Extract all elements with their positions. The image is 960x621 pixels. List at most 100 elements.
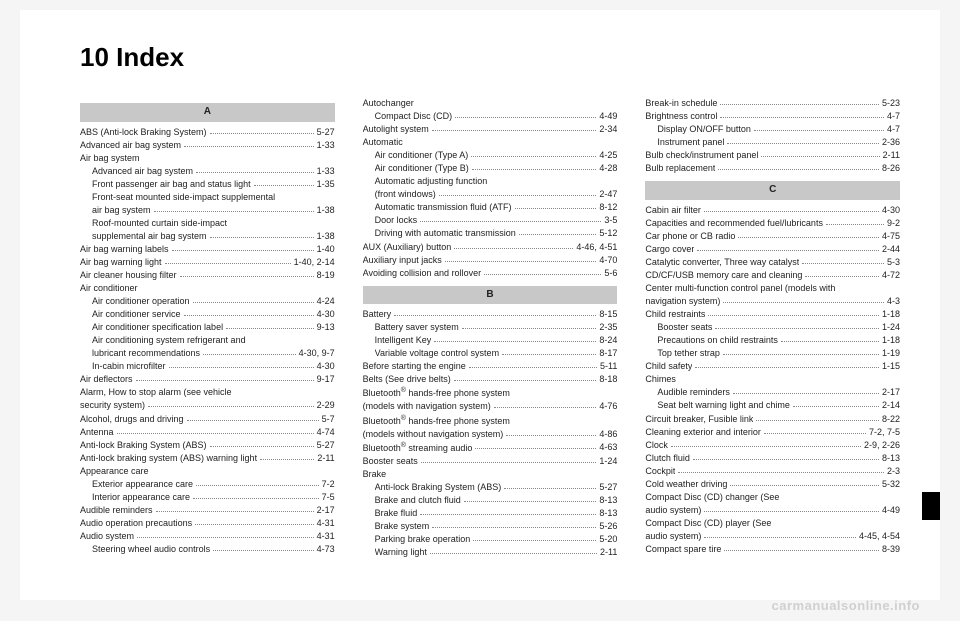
leader-dots [678,465,884,473]
entry-label: Brightness control [645,110,717,123]
page-ref: 8-17 [599,347,617,360]
leader-dots [454,241,573,249]
leader-dots [260,452,314,460]
page-ref: 4-30 [882,204,900,217]
leader-dots [471,149,596,157]
entry-label: Child restraints [645,308,705,321]
index-entry: Clutch fluid8-13 [645,452,900,465]
index-entry: security system)2-29 [80,399,335,412]
entry-label: (models without navigation system) [363,428,504,441]
index-entry: Cold weather driving5-32 [645,478,900,491]
index-entry: AUX (Auxiliary) button4-46, 4-51 [363,241,618,254]
index-entry: Bluetooth® hands-free phone system [363,414,618,428]
index-entry: Automatic transmission fluid (ATF)8-12 [363,201,618,214]
entry-label: Air conditioner operation [92,295,190,308]
page-ref: 5-32 [882,478,900,491]
entry-label: audio system) [645,530,701,543]
leader-dots [137,530,314,538]
page-ref: 1-33 [317,139,335,152]
index-entry: (front windows)2-47 [363,188,618,201]
leader-dots [172,243,314,251]
page-ref: 4-72 [882,269,900,282]
page-ref: 1-15 [882,360,900,373]
leader-dots [432,520,596,528]
leader-dots [504,481,596,489]
leader-dots [723,295,884,303]
entry-label: navigation system) [645,295,720,308]
entry-label: Compact spare tire [645,543,721,556]
entry-label: Air conditioner (Type B) [375,162,469,175]
page-ref: 5-27 [317,126,335,139]
index-entry: Booster seats1-24 [645,321,900,334]
leader-dots [184,308,314,316]
leader-dots [724,543,879,551]
entry-label: (models with navigation system) [363,400,491,413]
leader-dots [184,139,314,147]
leader-dots [475,441,596,449]
leader-dots [704,530,856,538]
index-entry: Air conditioner operation4-24 [80,295,335,308]
page-ref: 4-74 [317,426,335,439]
index-entry: Intelligent Key8-24 [363,334,618,347]
leader-dots [761,149,879,157]
entry-label: Cabin air filter [645,204,701,217]
page-ref: 4-86 [599,428,617,441]
page-ref: 4-49 [599,110,617,123]
entry-label: Car phone or CB radio [645,230,735,243]
entry-label: Air conditioner (Type A) [375,149,469,162]
leader-dots [462,321,597,329]
page-title: 10 Index [80,42,900,73]
leader-dots [430,546,597,554]
leader-dots [210,439,314,447]
index-entry: Roof-mounted curtain side-impact [80,217,335,230]
entry-label: Air bag warning labels [80,243,169,256]
page-ref: 1-38 [317,230,335,243]
leader-dots [730,478,879,486]
page-ref: 7-2 [322,478,335,491]
leader-dots [704,504,879,512]
index-entry: Clock2-9, 2-26 [645,439,900,452]
page-ref: 5-23 [882,97,900,110]
index-entry: Advanced air bag system1-33 [80,165,335,178]
index-entry: Break-in schedule5-23 [645,97,900,110]
page-ref: 9-13 [317,321,335,334]
page-ref: 1-38 [317,204,335,217]
page-ref: 7-5 [322,491,335,504]
index-entry: CD/CF/USB memory care and cleaning4-72 [645,269,900,282]
entry-label: Child safety [645,360,692,373]
page-ref: 8-13 [599,494,617,507]
page-ref: 4-76 [599,400,617,413]
index-entry: Display ON/OFF button4-7 [645,123,900,136]
leader-dots [693,452,879,460]
page-ref: 2-34 [599,123,617,136]
page-ref: 2-11 [600,546,617,559]
index-entry: Appearance care [80,465,335,478]
page-ref: 5-11 [600,360,617,373]
leader-dots [708,308,879,316]
index-column: AutochangerCompact Disc (CD)4-49Autoligh… [363,97,618,559]
index-entry: air bag system1-38 [80,204,335,217]
index-entry: Brake system5-26 [363,520,618,533]
entry-label: Precautions on child restraints [657,334,778,347]
page-ref: 1-24 [599,455,617,468]
leader-dots [506,428,596,436]
leader-dots [420,507,596,515]
entry-label: Before starting the engine [363,360,466,373]
index-entry: Bulb check/instrument panel2-11 [645,149,900,162]
leader-dots [203,347,296,355]
index-columns: AABS (Anti-lock Braking System)5-27Advan… [80,97,900,559]
page-ref: 5-12 [599,227,617,240]
index-entry: supplemental air bag system1-38 [80,230,335,243]
leader-dots [718,162,879,170]
leader-dots [469,360,597,368]
index-entry: Anti-lock braking system (ABS) warning l… [80,452,335,465]
index-entry: Compact Disc (CD)4-49 [363,110,618,123]
entry-label: Air cleaner housing filter [80,269,177,282]
entry-label: audio system) [645,504,701,517]
index-entry: Car phone or CB radio4-75 [645,230,900,243]
index-entry: Catalytic converter, Three way catalyst5… [645,256,900,269]
leader-dots [169,360,314,368]
leader-dots [756,413,879,421]
page-ref: 4-63 [599,441,617,455]
leader-dots [472,162,597,170]
